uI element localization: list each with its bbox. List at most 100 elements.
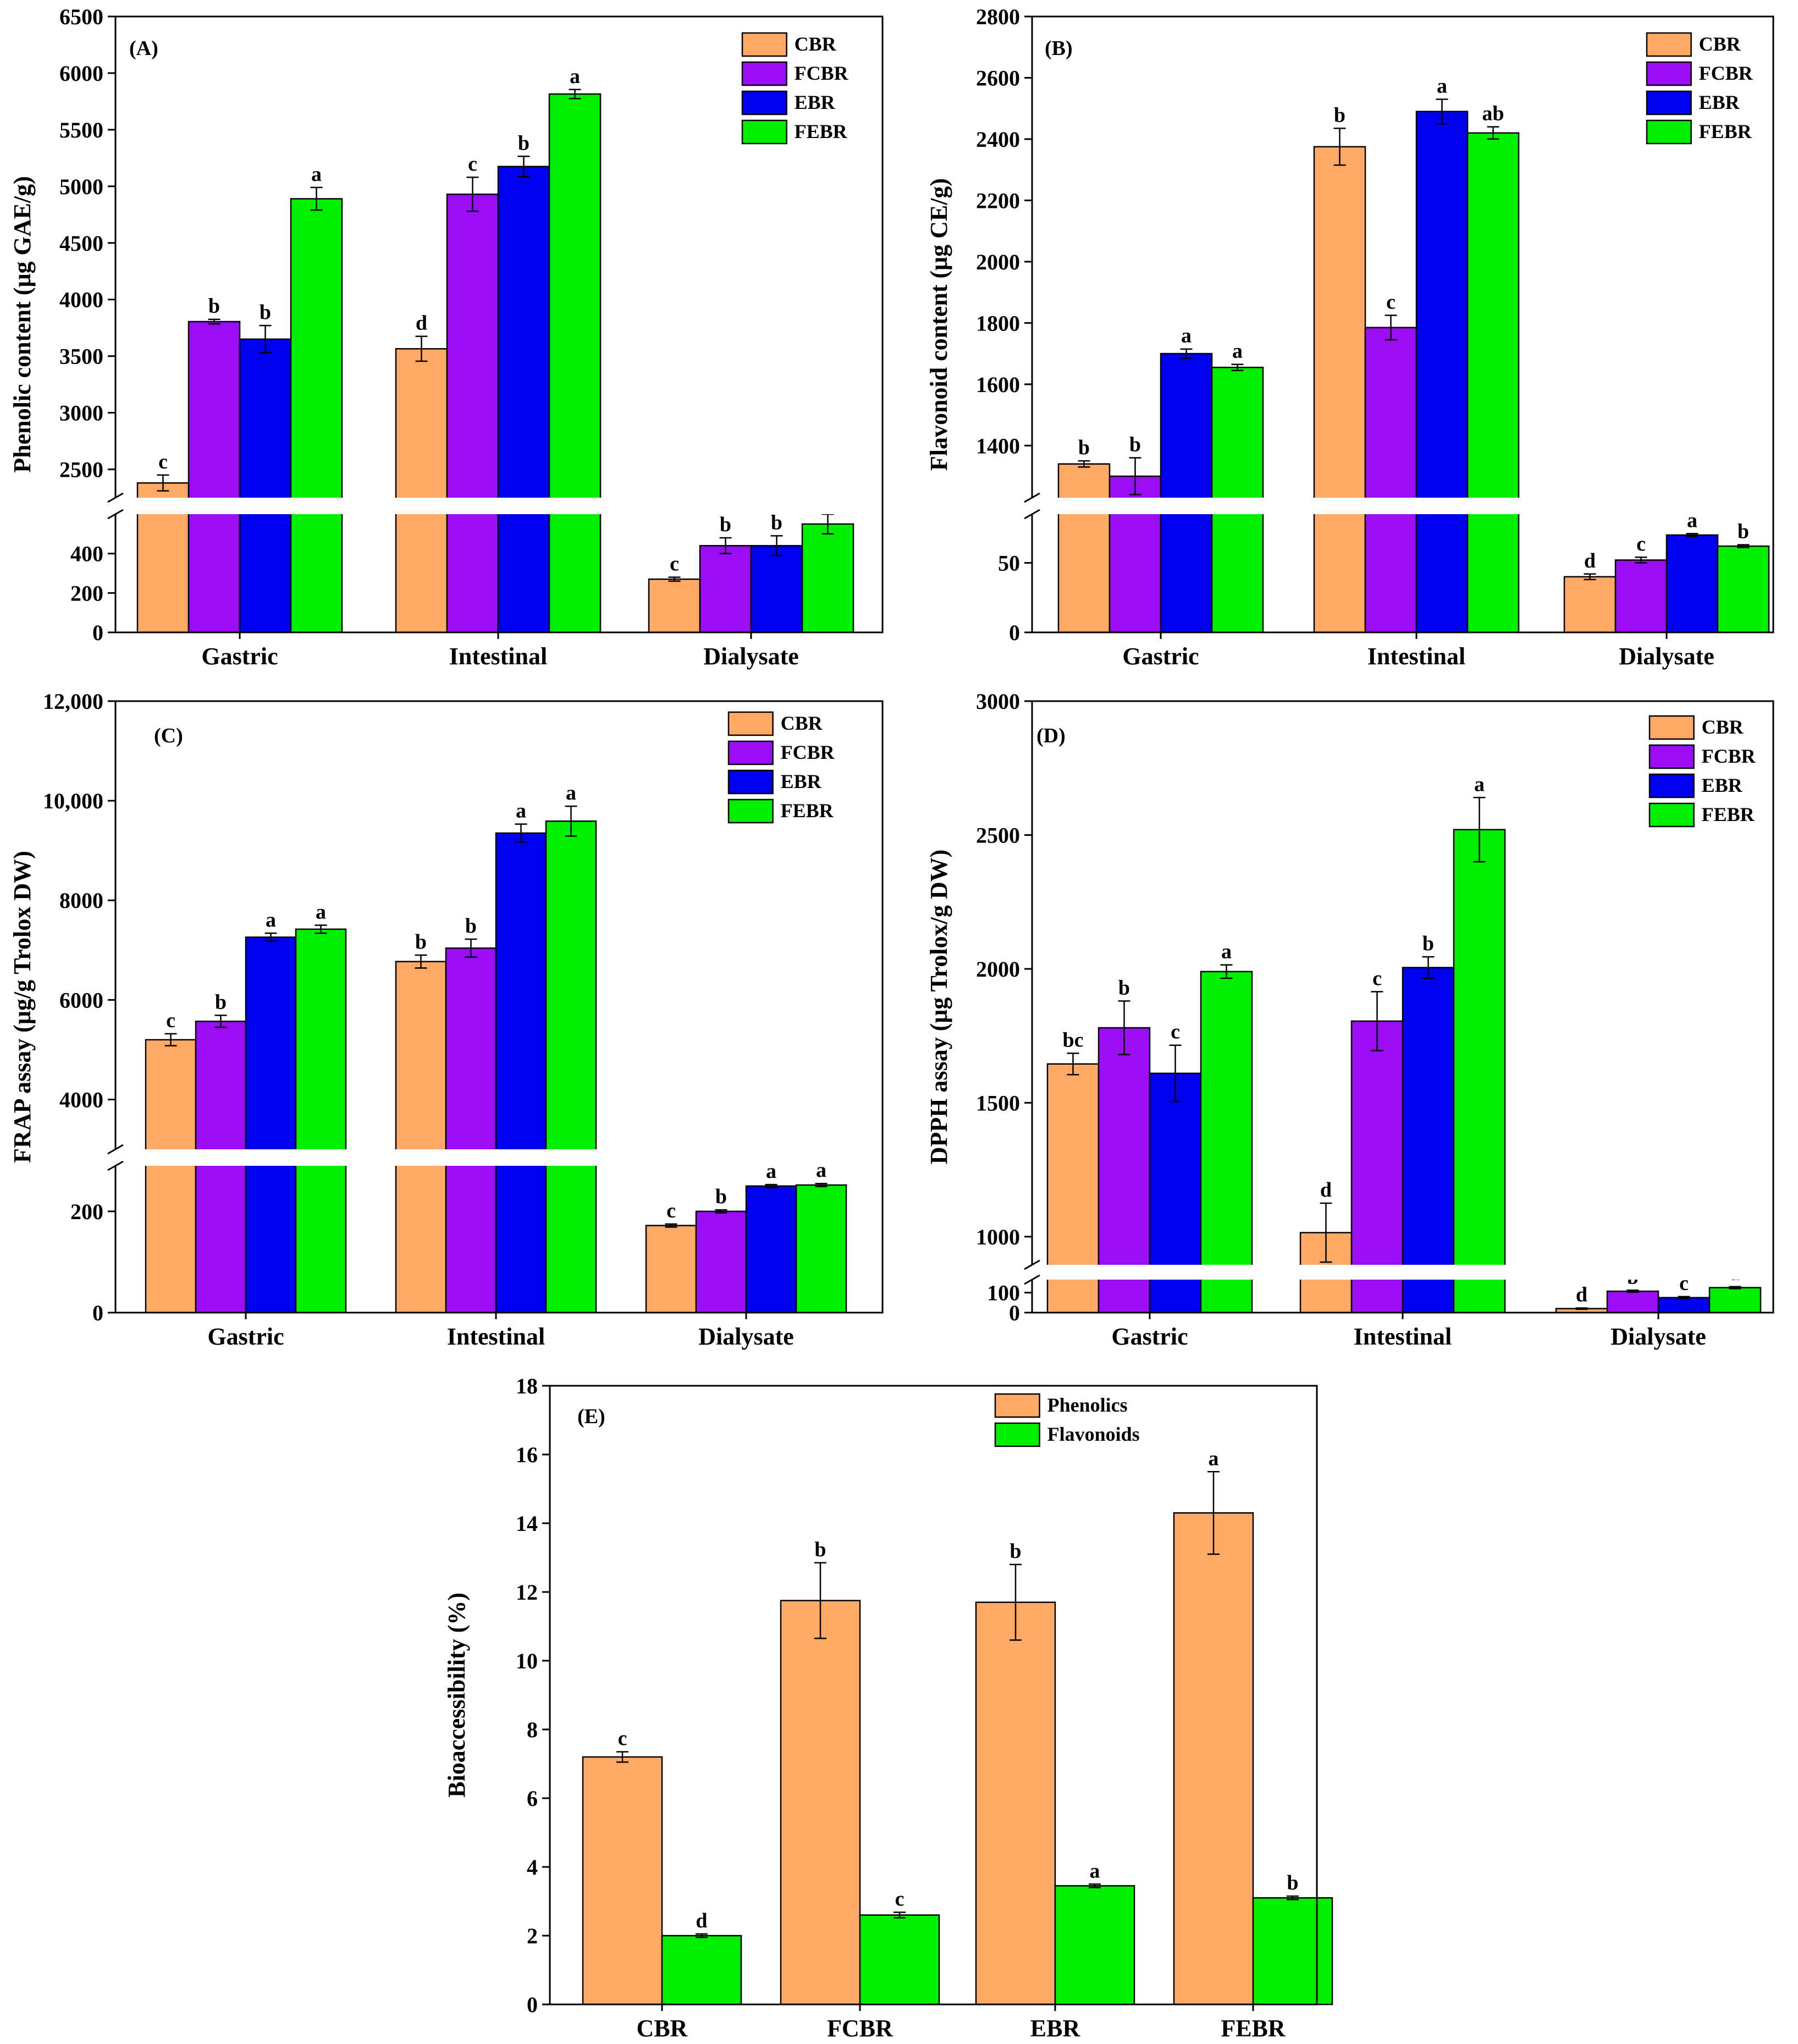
y-tick-label: 5000 [59, 174, 103, 199]
error-bar [1010, 1563, 1022, 1641]
error-bar [696, 1933, 708, 1938]
legend-label: Flavonoids [1047, 1423, 1140, 1445]
significance-letter: b [215, 990, 227, 1013]
significance-letter: b [1118, 976, 1130, 999]
significance-letter: a [1209, 1447, 1219, 1470]
y-axis-label: Bioaccessibility (%) [443, 1593, 470, 1798]
error-bar [1067, 1053, 1079, 1076]
y-tick-label: 3500 [59, 344, 103, 369]
y-tick-label: 0 [92, 1301, 103, 1325]
bar-febr-dialysate [1717, 545, 1770, 633]
x-category-label: Dialysate [698, 1323, 794, 1350]
legend-swatch [741, 61, 787, 86]
y-tick-label: 12,000 [43, 689, 103, 714]
error-bar [157, 474, 169, 492]
plot-frame [1031, 15, 1774, 633]
significance-letter: b [465, 914, 477, 938]
significance-letter: d [1576, 1283, 1587, 1307]
error-bar [1686, 533, 1698, 537]
y-tick-label: 12 [516, 1580, 538, 1605]
bar-fcbr-intestinal [1350, 1020, 1404, 1314]
error-bar [1129, 457, 1141, 495]
error-bar [1320, 1202, 1332, 1263]
error-bar [569, 89, 581, 100]
bar-cbr-dialysate [648, 579, 701, 633]
panel-title: (A) [129, 37, 158, 60]
significance-letter: b [518, 131, 530, 155]
error-bar [214, 1015, 227, 1028]
y-tick-label: 0 [1009, 1301, 1020, 1325]
significance-letter: b [1287, 1871, 1298, 1894]
y-axis-label: DPPH assay (μg Trolox/g DW) [925, 850, 952, 1165]
bar-ebr-dialysate [1665, 534, 1719, 633]
bar-flavonoids-cbr [661, 1935, 742, 2006]
legend-swatch [741, 90, 787, 115]
error-bar [815, 1182, 828, 1187]
significance-letter: b [814, 1538, 826, 1561]
legend-label: CBR [781, 712, 823, 734]
axis-break-gap [1031, 1265, 1774, 1280]
legend: CBR FCBR EBR FEBR [727, 711, 835, 824]
error-bar [1635, 557, 1647, 564]
x-category-label: Gastric [1122, 643, 1199, 670]
error-bar [259, 324, 272, 354]
y-tick-label: 1500 [976, 1090, 1020, 1115]
legend-swatch [1646, 119, 1692, 145]
y-tick-label: 2500 [976, 823, 1020, 847]
significance-letter: c [1386, 290, 1396, 313]
bar-fcbr-dialysate [699, 545, 752, 633]
bar-cbr-dialysate [645, 1225, 697, 1314]
bar-febr-gastric [290, 198, 343, 633]
legend-swatch [1646, 61, 1692, 86]
bar-phenolics-fcbr [780, 1600, 861, 2006]
bar-febr-intestinal [1453, 829, 1506, 1314]
bar-ebr-dialysate [745, 1185, 797, 1314]
significance-letter: a [266, 908, 276, 932]
x-category-label: Dialysate [1611, 1323, 1706, 1350]
bar-febr-dialysate [1708, 1287, 1762, 1314]
significance-letter: c [166, 1009, 175, 1032]
y-tick-label: 0 [527, 1992, 538, 2017]
significance-letter: b [1422, 932, 1434, 955]
x-category-label: Intestinal [1367, 643, 1465, 670]
legend-label: EBR [781, 770, 822, 792]
bar-cbr-dialysate [1563, 576, 1617, 633]
bar-fcbr-intestinal [1364, 327, 1418, 633]
error-bar [1729, 1286, 1741, 1290]
y-tick-label: 200 [70, 1199, 103, 1224]
significance-letter: b [720, 513, 731, 536]
error-bar [415, 954, 427, 969]
error-bar [315, 924, 327, 934]
bar-flavonoids-febr [1252, 1897, 1333, 2006]
x-category-label: CBR [637, 2015, 688, 2042]
error-bar [1626, 1290, 1639, 1293]
y-tick-label: 2000 [976, 250, 1020, 274]
bar-cbr-gastric [1057, 463, 1111, 633]
bar-phenolics-cbr [582, 1756, 663, 2006]
y-axis-label: Flavonoid content (μg CE/g) [925, 178, 952, 471]
significance-letter: b [1334, 103, 1345, 126]
y-tick-label: 1000 [976, 1225, 1020, 1249]
significance-letter: c [158, 450, 168, 473]
legend-swatch [1648, 802, 1695, 828]
significance-letter: b [1129, 433, 1141, 456]
significance-letter: c [1636, 532, 1646, 555]
chart-panel-d: bcddbcbcbcaaa010010001500200025003000Gas… [925, 689, 1774, 1350]
significance-letter: c [895, 1888, 904, 1911]
bar-ebr-intestinal [495, 832, 547, 1314]
plot-frame [114, 700, 884, 1314]
error-bar [894, 1911, 906, 1919]
chart-panel-b: b b d b c c a a a a ab b 0 50 1400 1600 1800 2000 2200 2400… [925, 4, 1774, 670]
y-tick-label: 6000 [59, 61, 103, 86]
bar-flavonoids-ebr [1054, 1885, 1135, 2006]
panel-title: (D) [1036, 724, 1066, 747]
y-tick-label: 3000 [976, 689, 1020, 714]
significance-letter: a [1232, 340, 1243, 363]
x-category-label: Gastric [207, 1323, 284, 1350]
legend-swatch [741, 32, 787, 57]
bar-ebr-intestinal [497, 166, 550, 633]
bar-phenolics-ebr [975, 1601, 1056, 2006]
legend-label: FCBR [1702, 745, 1756, 767]
y-tick-label: 2000 [976, 957, 1020, 982]
